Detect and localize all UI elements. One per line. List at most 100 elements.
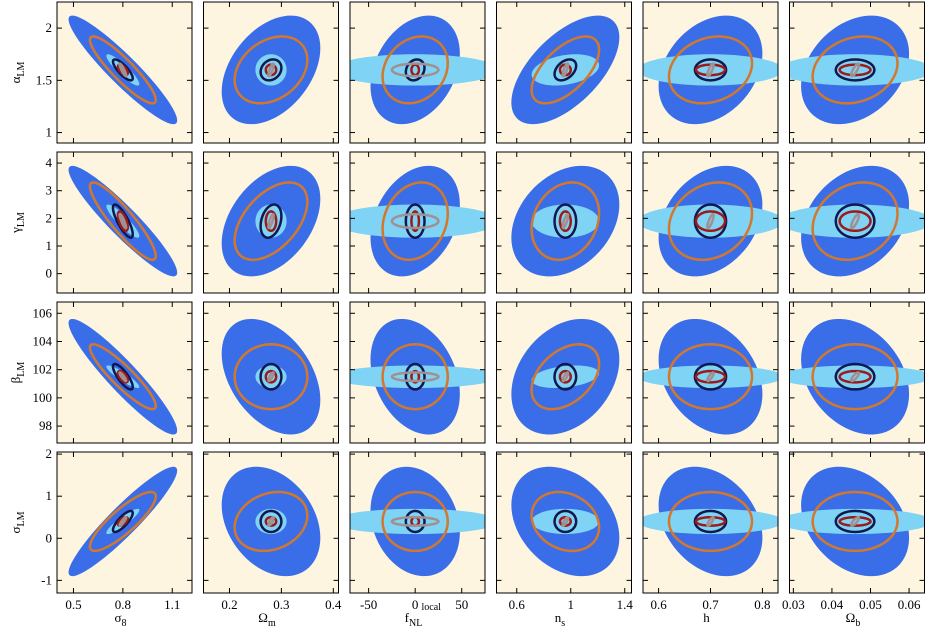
ellipse-contour — [561, 212, 570, 230]
y-tick-label: 2 — [46, 20, 53, 35]
x-tick-label: 0.5 — [65, 597, 81, 612]
ellipse-filled — [643, 365, 778, 389]
ellipse-contour — [811, 490, 899, 553]
ellipse-filled — [350, 508, 485, 535]
ellipse-contour — [834, 509, 876, 534]
y-axis-subscript: LM — [16, 362, 27, 377]
ellipse-filled — [531, 54, 600, 86]
ellipse-contour — [118, 515, 128, 527]
panel-frame — [496, 301, 632, 444]
panel-frame — [789, 1, 925, 144]
panel — [643, 15, 778, 125]
ellipse-contour — [667, 490, 754, 553]
x-axis-subscript: 8 — [122, 618, 127, 628]
y-axis-label: γLM — [8, 212, 27, 234]
x-tick-label: 0.8 — [115, 597, 131, 612]
ellipse-filled — [531, 365, 600, 388]
panel-frame — [56, 451, 193, 594]
ellipse-contour — [390, 515, 440, 527]
y-tick-label: 1 — [46, 488, 53, 503]
ellipse-contour — [111, 203, 134, 239]
ellipse-contour — [88, 343, 158, 411]
x-tick-label: 0.8 — [754, 597, 770, 612]
ellipse-contour — [118, 212, 128, 230]
ellipse-contour — [233, 35, 309, 105]
ellipse-contour — [390, 62, 440, 78]
y-axis-symbol: σ — [8, 526, 23, 533]
ellipse-contour — [811, 181, 899, 262]
x-axis-subscript: NL — [409, 618, 422, 628]
ellipse-contour — [553, 362, 578, 391]
x-tick-label: 0 — [412, 597, 419, 612]
ellipse-contour — [838, 369, 872, 384]
ellipse-contour — [404, 362, 426, 391]
ellipse-filled — [643, 508, 778, 535]
x-axis-symbol: Ω — [846, 610, 856, 625]
panel — [350, 15, 485, 125]
ellipse-contour — [530, 490, 601, 553]
ellipse-contour — [390, 212, 440, 230]
x-tick-label: 0.04 — [821, 597, 844, 612]
ellipse-contour — [88, 35, 158, 105]
panel-frame — [789, 301, 925, 444]
ellipse-contour — [233, 343, 309, 411]
ellipse-contour — [259, 58, 283, 82]
y-axis-label: σLM — [8, 511, 27, 533]
ellipse-contour — [706, 371, 715, 383]
panel-frame — [203, 151, 339, 294]
x-tick-label: -50 — [360, 597, 377, 612]
y-tick-label: 98 — [39, 418, 52, 433]
panel-frame — [203, 451, 339, 594]
x-tick-label: 0.05 — [859, 597, 882, 612]
ellipse-contour — [381, 35, 450, 105]
ellipse-contour — [111, 509, 134, 534]
ellipse-contour — [706, 212, 715, 230]
panel — [68, 165, 178, 277]
x-axis-label: fNL — [405, 610, 423, 628]
ellipse-contour — [694, 63, 727, 77]
x-axis-symbol: σ — [114, 610, 121, 625]
panel — [350, 165, 485, 277]
x-axis-subscript: b — [855, 618, 860, 628]
y-tick-label: 2 — [46, 210, 53, 225]
ellipse-contour — [118, 62, 128, 78]
ellipse-contour — [267, 515, 275, 527]
x-tick-label: 50 — [455, 597, 468, 612]
ellipse-contour — [849, 515, 861, 527]
ellipse-contour — [811, 35, 899, 105]
ellipse-filled — [350, 204, 485, 238]
ellipse-contour — [116, 369, 130, 384]
panel-frame — [349, 301, 486, 444]
y-axis-subscript: LM — [16, 212, 27, 227]
ellipse-contour — [111, 58, 134, 82]
panel — [643, 466, 778, 577]
ellipse-contour — [849, 212, 861, 230]
ellipse-contour — [267, 62, 275, 78]
y-axis-label: αLM — [8, 61, 27, 83]
y-tick-label: 4 — [46, 155, 53, 170]
ellipse-contour — [259, 362, 283, 391]
ellipse-contour — [259, 509, 283, 534]
y-tick-label: 102 — [33, 362, 53, 377]
ellipse-contour — [233, 490, 309, 553]
y-tick-label: 3 — [46, 183, 53, 198]
panel — [511, 15, 620, 125]
panel-frame — [349, 151, 486, 294]
ellipse-contour — [561, 515, 570, 527]
ellipse-contour — [667, 181, 754, 262]
ellipse-contour — [88, 181, 158, 262]
panel-frame — [496, 151, 632, 294]
x-tick-label: 1 — [568, 597, 575, 612]
ellipse-contour — [553, 509, 578, 534]
x-tick-label: 0.06 — [898, 597, 921, 612]
ellipse-contour — [404, 509, 426, 534]
panel — [511, 318, 620, 435]
ellipse-contour — [694, 515, 727, 527]
x-tick-label: 0.3 — [273, 597, 289, 612]
panel-frame — [496, 1, 632, 144]
ellipse-filled — [643, 54, 778, 86]
panel — [511, 466, 620, 577]
panel — [789, 466, 925, 577]
panel — [643, 318, 778, 435]
